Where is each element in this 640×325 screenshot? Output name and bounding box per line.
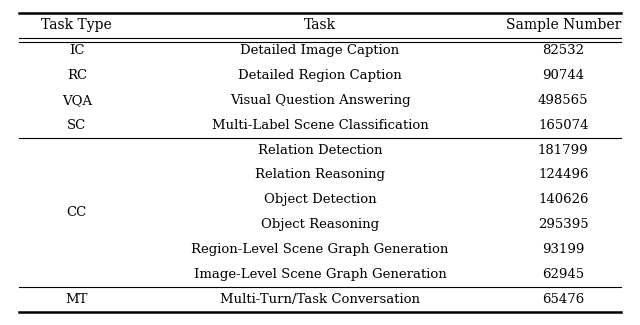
Text: 140626: 140626	[538, 193, 588, 206]
Text: 62945: 62945	[542, 268, 584, 281]
Text: SC: SC	[67, 119, 86, 132]
Text: Object Detection: Object Detection	[264, 193, 376, 206]
Text: Sample Number: Sample Number	[506, 19, 621, 32]
Text: VQA: VQA	[61, 94, 92, 107]
Text: 90744: 90744	[542, 69, 584, 82]
Text: Multi-Turn/Task Conversation: Multi-Turn/Task Conversation	[220, 293, 420, 306]
Text: 82532: 82532	[542, 44, 584, 57]
Text: Task: Task	[304, 19, 336, 32]
Text: Multi-Label Scene Classification: Multi-Label Scene Classification	[212, 119, 428, 132]
Text: CC: CC	[67, 206, 87, 219]
Text: Relation Reasoning: Relation Reasoning	[255, 168, 385, 181]
Text: Relation Detection: Relation Detection	[258, 144, 382, 157]
Text: 165074: 165074	[538, 119, 588, 132]
Text: Image-Level Scene Graph Generation: Image-Level Scene Graph Generation	[194, 268, 446, 281]
Text: Detailed Image Caption: Detailed Image Caption	[241, 44, 399, 57]
Text: 295395: 295395	[538, 218, 589, 231]
Text: 65476: 65476	[542, 293, 584, 306]
Text: 181799: 181799	[538, 144, 589, 157]
Text: 93199: 93199	[542, 243, 584, 256]
Text: Visual Question Answering: Visual Question Answering	[230, 94, 410, 107]
Text: MT: MT	[66, 293, 88, 306]
Text: Region-Level Scene Graph Generation: Region-Level Scene Graph Generation	[191, 243, 449, 256]
Text: 498565: 498565	[538, 94, 588, 107]
Text: Detailed Region Caption: Detailed Region Caption	[238, 69, 402, 82]
Text: RC: RC	[67, 69, 87, 82]
Text: Object Reasoning: Object Reasoning	[261, 218, 379, 231]
Text: 124496: 124496	[538, 168, 588, 181]
Text: IC: IC	[69, 44, 84, 57]
Text: Task Type: Task Type	[42, 19, 112, 32]
